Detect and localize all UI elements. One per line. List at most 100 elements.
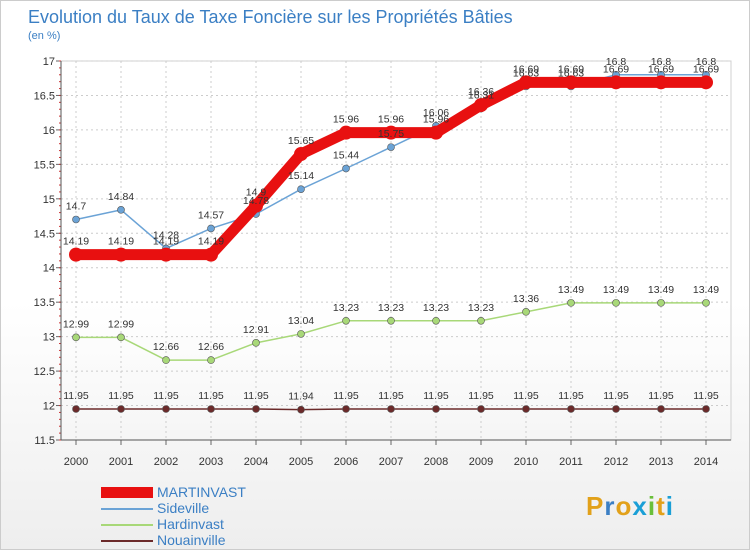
data-point-nouainville: [702, 405, 710, 413]
data-point-martinvast: [159, 247, 173, 262]
data-label-sideville: 14.84: [108, 191, 134, 203]
data-label-martinvast: 14.19: [198, 236, 224, 248]
y-tick-label: 12: [43, 401, 55, 413]
chart-title: Evolution du Taux de Taxe Foncière sur l…: [28, 7, 513, 27]
data-label-hardinvast: 13.49: [558, 284, 584, 296]
y-tick-label: 17: [43, 56, 55, 68]
data-point-martinvast: [564, 75, 578, 90]
data-point-nouainville: [72, 405, 80, 413]
data-label-nouainville: 11.95: [468, 390, 494, 402]
legend-label-martinvast: MARTINVAST: [157, 484, 246, 500]
y-tick-label: 16.5: [34, 90, 55, 102]
data-point-nouainville: [207, 405, 215, 413]
data-point-hardinvast: [117, 333, 125, 342]
data-label-nouainville: 11.95: [378, 390, 404, 402]
data-label-nouainville: 11.95: [153, 390, 179, 402]
legend-label-sideville: Sideville: [157, 500, 210, 516]
data-point-nouainville: [117, 405, 125, 413]
logo-letter: x: [632, 491, 648, 521]
data-point-nouainville: [477, 405, 485, 413]
data-point-hardinvast: [72, 333, 80, 342]
x-tick-label: 2011: [559, 456, 583, 468]
proxiti-logo: Proxiti: [586, 491, 674, 522]
data-label-hardinvast: 13.23: [333, 302, 359, 314]
data-label-nouainville: 11.95: [558, 390, 584, 402]
y-tick-label: 13.5: [34, 297, 55, 309]
data-label-sideville: 14.57: [198, 209, 224, 221]
data-point-nouainville: [387, 405, 395, 413]
data-point-hardinvast: [162, 356, 170, 364]
data-point-martinvast: [249, 198, 263, 213]
data-label-hardinvast: 13.49: [648, 284, 674, 296]
data-point-hardinvast: [657, 299, 665, 307]
data-label-nouainville: 11.95: [648, 390, 674, 402]
data-point-nouainville: [162, 405, 170, 413]
data-point-martinvast: [474, 98, 488, 113]
data-label-hardinvast: 13.23: [378, 302, 404, 314]
data-label-martinvast: 14.19: [108, 236, 134, 248]
data-label-martinvast: 15.96: [378, 114, 404, 126]
data-label-sideville: 15.44: [333, 149, 359, 161]
data-point-martinvast: [519, 75, 533, 90]
data-label-martinvast: 16.69: [648, 63, 674, 75]
logo-letter: r: [604, 491, 616, 521]
data-label-sideville: 15.14: [288, 170, 314, 182]
data-label-martinvast: 15.65: [288, 135, 314, 147]
x-tick-label: 2003: [199, 456, 223, 468]
data-point-martinvast: [204, 247, 218, 262]
data-label-nouainville: 11.95: [243, 390, 269, 402]
data-point-martinvast: [654, 75, 668, 90]
x-tick-label: 2010: [514, 456, 538, 468]
data-point-hardinvast: [432, 316, 440, 325]
data-point-hardinvast: [387, 316, 395, 325]
x-tick-label: 2004: [244, 456, 268, 468]
y-tick-label: 12.5: [34, 366, 55, 378]
data-point-martinvast: [114, 247, 128, 262]
data-point-nouainville: [612, 405, 620, 413]
legend-swatch-sideville: [101, 508, 153, 510]
x-tick-label: 2001: [109, 456, 133, 468]
y-tick-label: 16: [43, 125, 55, 137]
y-tick-label: 13: [43, 332, 55, 344]
data-label-sideville: 14.28: [153, 229, 179, 241]
data-label-sideville: 16.8: [606, 56, 627, 68]
data-point-nouainville: [297, 405, 305, 414]
data-label-sideville: 16.06: [423, 107, 449, 119]
data-label-martinvast: 14.19: [153, 236, 179, 248]
data-point-sideville: [342, 164, 350, 173]
data-label-sideville: 16.63: [558, 67, 584, 79]
data-label-sideville: 16.31: [468, 90, 494, 102]
data-point-martinvast: [429, 125, 443, 140]
data-label-hardinvast: 13.23: [423, 302, 449, 314]
data-point-nouainville: [342, 405, 350, 413]
data-label-sideville: 14.7: [66, 200, 87, 212]
data-label-nouainville: 11.95: [423, 390, 449, 402]
x-tick-label: 2006: [334, 456, 358, 468]
data-label-sideville: 15.75: [378, 128, 404, 140]
x-tick-label: 2013: [649, 456, 673, 468]
data-label-hardinvast: 12.66: [198, 341, 224, 353]
logo-letter: t: [656, 491, 666, 521]
data-point-martinvast: [69, 247, 83, 262]
x-tick-label: 2002: [154, 456, 178, 468]
data-label-hardinvast: 12.91: [243, 324, 269, 336]
y-tick-label: 15.5: [34, 159, 55, 171]
data-label-martinvast: 16.69: [513, 63, 539, 75]
data-point-hardinvast: [252, 339, 260, 347]
data-label-nouainville: 11.95: [198, 390, 224, 402]
unit-label: (en %): [28, 30, 61, 42]
x-tick-label: 2009: [469, 456, 493, 468]
legend-swatch-martinvast: [101, 487, 153, 498]
data-label-hardinvast: 12.66: [153, 341, 179, 353]
y-tick-label: 14: [43, 263, 55, 275]
data-point-martinvast: [699, 75, 713, 90]
data-point-sideville: [207, 224, 215, 233]
logo-letter: P: [586, 491, 605, 521]
data-label-martinvast: 16.36: [468, 86, 494, 98]
data-point-hardinvast: [522, 308, 530, 316]
data-point-sideville: [117, 206, 125, 214]
x-tick-label: 2012: [604, 456, 628, 468]
data-label-nouainville: 11.95: [603, 390, 629, 402]
